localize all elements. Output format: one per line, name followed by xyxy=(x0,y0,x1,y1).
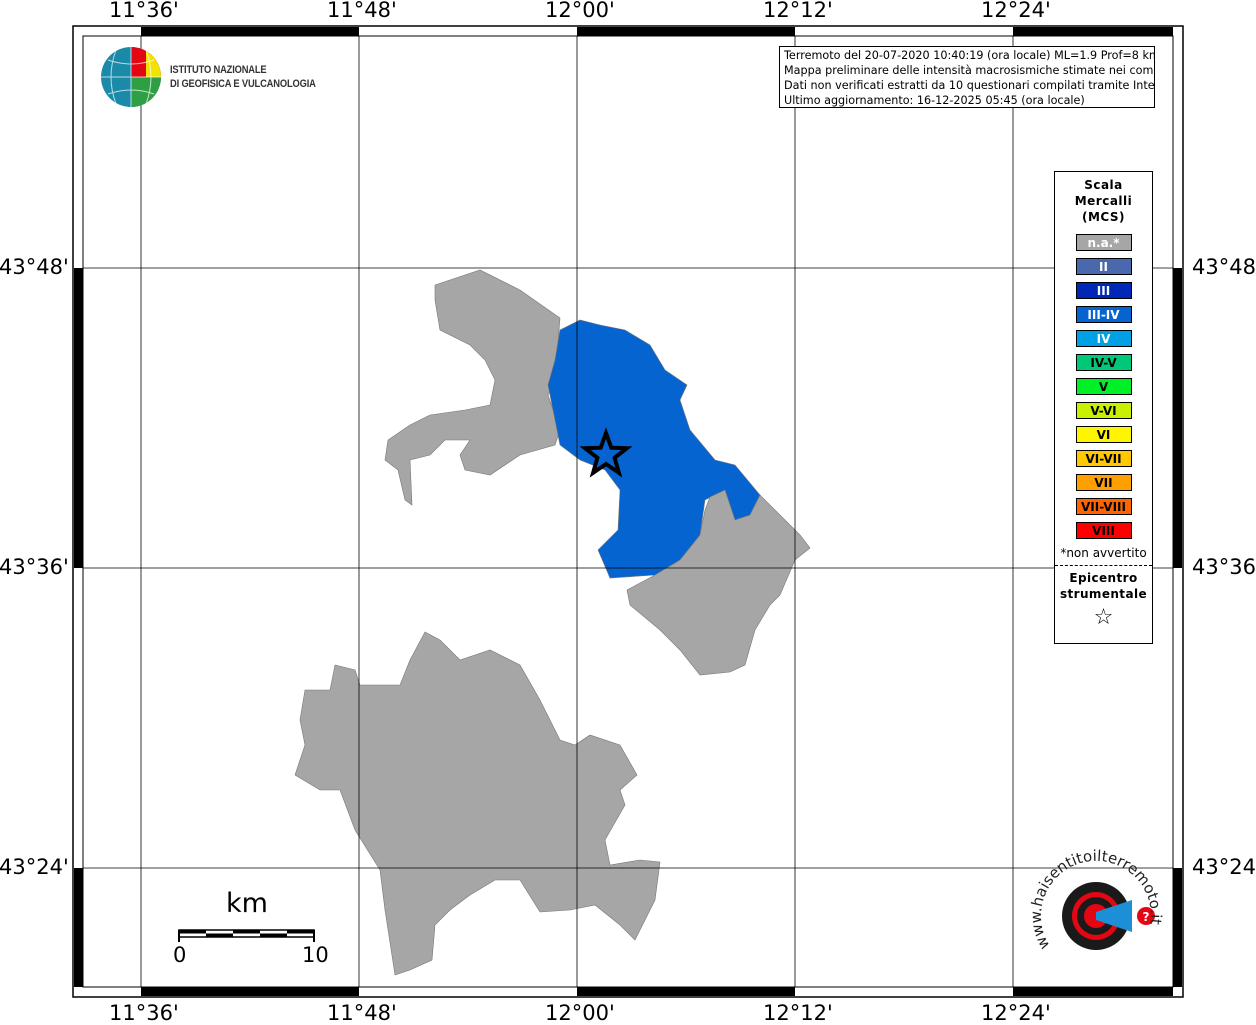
north-west-municipality xyxy=(384,269,561,506)
epicenter-star-icon xyxy=(579,427,633,478)
latitude-label-right: 43°36' xyxy=(1192,555,1256,579)
frame-bar xyxy=(141,987,359,996)
legend-title1: Scala xyxy=(1084,178,1123,192)
longitude-label-top: 12°00' xyxy=(545,0,615,22)
longitude-label-bottom: 12°12' xyxy=(763,1001,833,1025)
legend-swatch: V xyxy=(1075,378,1132,395)
longitude-label-bottom: 11°48' xyxy=(327,1001,397,1025)
svg-text:?: ? xyxy=(1143,910,1150,924)
legend-swatch: IV-V xyxy=(1075,354,1132,371)
legend-divider xyxy=(1055,565,1152,566)
south-east-municipality xyxy=(626,489,811,676)
longitude-label-top: 11°48' xyxy=(327,0,397,22)
frame-bar xyxy=(1173,268,1182,568)
ingv-logo: ISTITUTO NAZIONALE DI GEOFISICA E VULCAN… xyxy=(100,46,341,108)
legend-swatch: VIII xyxy=(1075,522,1132,539)
legend-note: *non avvertito xyxy=(1060,546,1147,560)
legend-swatch: VII-VIII xyxy=(1075,498,1132,515)
scale-max: 10 xyxy=(302,943,329,967)
longitude-label-bottom: 11°36' xyxy=(109,1001,179,1025)
frame-bar xyxy=(1013,987,1173,996)
logo-line1: ISTITUTO NAZIONALE xyxy=(170,64,267,76)
info-line1: Terremoto del 20-07-2020 10:40:19 (ora l… xyxy=(784,49,1155,62)
frame-bar xyxy=(141,27,359,36)
latitude-label-left: 43°48' xyxy=(0,255,69,279)
logo-line2: DI GEOFISICA E VULCANOLOGIA xyxy=(170,78,316,90)
south-municipality xyxy=(294,631,661,976)
frame-bar xyxy=(74,268,83,568)
longitude-label-bottom: 12°00' xyxy=(545,1001,615,1025)
legend-swatch: III-IV xyxy=(1075,306,1132,323)
frame-bar xyxy=(1173,868,1182,987)
legend-swatch: VI-VII xyxy=(1075,450,1132,467)
latitude-label-right: 43°48' xyxy=(1192,255,1256,279)
longitude-label-top: 12°12' xyxy=(763,0,833,22)
info-line4: Ultimo aggiornamento: 16-12-2025 05:45 (… xyxy=(784,94,1085,107)
longitude-label-top: 12°24' xyxy=(981,0,1051,22)
legend-swatch: IV xyxy=(1075,330,1132,347)
scale-bar xyxy=(178,929,315,942)
legend-epicenter1: Epicentro xyxy=(1069,571,1138,585)
event-info-box: Terremoto del 20-07-2020 10:40:19 (ora l… xyxy=(779,46,1155,108)
legend-epicenter2: strumentale xyxy=(1059,587,1147,601)
frame-bar xyxy=(1013,27,1173,36)
globe-icon xyxy=(101,47,161,107)
latitude-label-left: 43°36' xyxy=(0,555,69,579)
longitude-label-bottom: 12°24' xyxy=(981,1001,1051,1025)
legend-star-icon: ☆ xyxy=(1093,605,1114,630)
frame-bar xyxy=(577,987,795,996)
legend-swatch: VII xyxy=(1075,474,1132,491)
legend-title2: Mercalli xyxy=(1074,194,1133,208)
legend-swatch: III xyxy=(1075,282,1132,299)
frame-bar xyxy=(577,27,795,36)
frame-bar xyxy=(74,868,83,987)
outer-frame xyxy=(72,25,1184,998)
longitude-label-top: 11°36' xyxy=(109,0,179,22)
scale-unit: km xyxy=(226,888,268,919)
legend-swatch: n.a.* xyxy=(1075,234,1132,251)
latitude-label-left: 43°24' xyxy=(0,855,69,879)
legend-swatch: II xyxy=(1075,258,1132,275)
legend-title3: (MCS) xyxy=(1081,210,1126,224)
latitude-label-right: 43°24' xyxy=(1192,855,1256,879)
scale-min: 0 xyxy=(173,943,187,967)
hai-sentito-logo: ? www.haisentitoilterremoto.it xyxy=(1027,847,1165,953)
info-line2: Mappa preliminare delle intensità macros… xyxy=(784,64,1155,77)
legend-swatch: VI xyxy=(1075,426,1132,443)
info-line3: Dati non verificati estratti da 10 quest… xyxy=(784,79,1155,92)
legend-swatch: V-VI xyxy=(1075,402,1132,419)
mcs-legend: Scala Mercalli (MCS) n.a.* II III III-IV IV I… xyxy=(1054,171,1153,644)
